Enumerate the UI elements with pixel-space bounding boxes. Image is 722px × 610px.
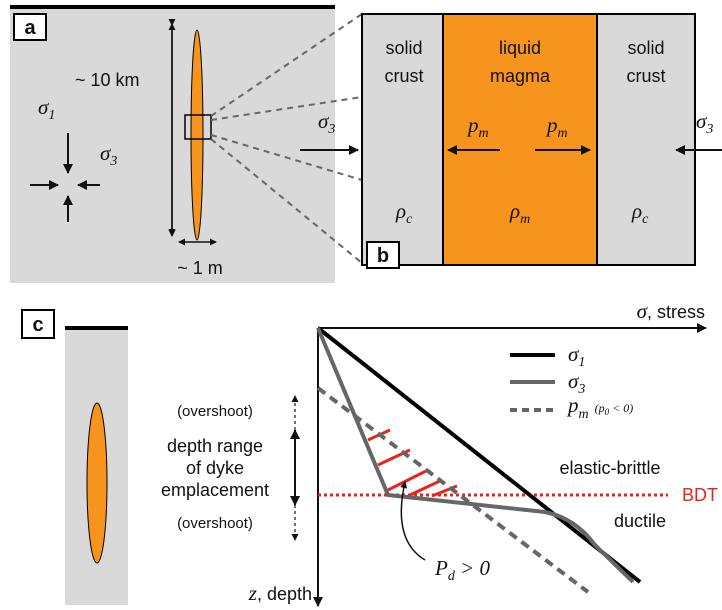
text-part: c [642,212,649,227]
y-axis-label: z, depth [248,581,312,605]
panel-label: c [32,314,43,336]
layer-label: solid [385,38,422,58]
panel-label: a [24,17,36,39]
text-part: , depth [257,584,312,604]
zone-label: ductile [614,511,666,531]
panel-label: b [377,245,389,267]
text-part: , stress [647,302,705,322]
text-part: ρ [509,199,520,223]
text-part: > 0 [455,556,491,580]
text-part: 3 [327,122,335,137]
depth-range-label: of dyke [186,458,244,478]
text-part: 3 [577,382,585,397]
x-axis-label: σ, stress [637,299,705,323]
text-part: p [545,113,558,137]
text-part: m [479,126,489,141]
text-part: m [579,407,589,422]
figure: a ~ 10 km ~ 1 m σ1 σ3 solid crust liquid… [0,0,722,610]
layer-label: crust [384,66,423,86]
text-part: p [566,393,579,417]
text-part: < 0) [609,401,633,415]
pressure-label: Pd > 0 [434,556,490,584]
zone-label: elastic-brittle [559,458,660,478]
legend-label: σ1 [568,342,585,370]
panel-b: solid crust liquid magma solid crust pm … [300,14,722,268]
text-part: z [248,581,257,605]
text-part: ρ [395,199,406,223]
sigma3-label: σ3 [696,109,713,137]
bdt-label: BDT [682,485,718,505]
depth-range-label: emplacement [161,480,269,500]
layer-label: magma [490,66,551,86]
text-part: (p [595,401,605,415]
width-label: ~ 1 m [177,258,223,278]
layer-label: crust [626,66,665,86]
layer-label: liquid [499,38,541,58]
text-part: 3 [109,154,117,169]
text-part: m [558,126,568,141]
depth-range-label: depth range [167,436,263,456]
text-part: P [434,556,448,580]
text-part: 1 [48,108,55,123]
text-part: m [520,212,530,227]
text-part: p [466,113,479,137]
text-part: c [406,212,413,227]
overshoot-label: (overshoot) [177,403,253,420]
text-part: ρ [631,199,642,223]
panel-a: a ~ 10 km ~ 1 m σ1 σ3 [10,7,335,283]
overshoot-label: (overshoot) [177,515,253,532]
text-part: 1 [578,355,585,370]
legend-label: pm(p0 < 0) [566,393,633,422]
text-part: 3 [705,122,713,137]
panel-c: c σ, stress z, depth σ1 σ3 pm(p0 < 0) (o… [22,299,718,606]
length-label: ~ 10 km [75,70,140,90]
layer-label: solid [627,38,664,58]
